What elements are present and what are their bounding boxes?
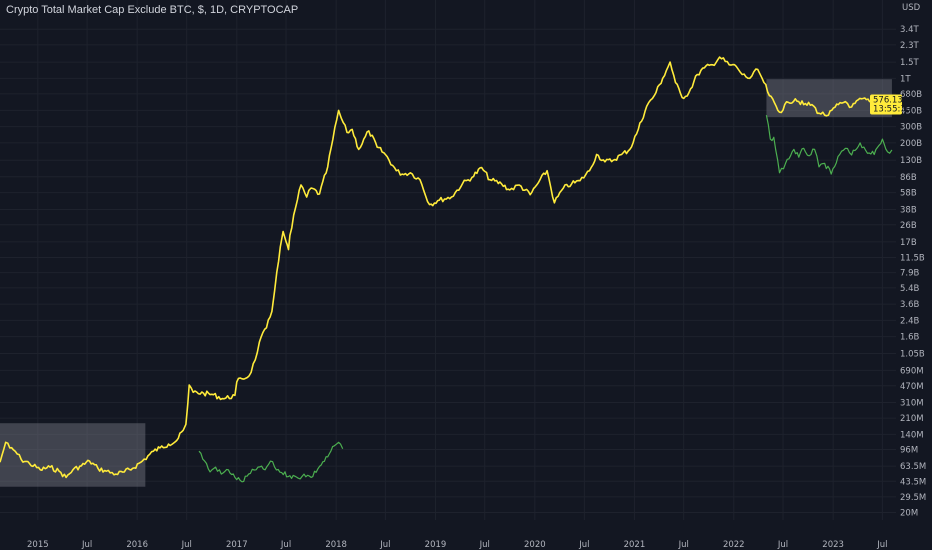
- y-tick-label: 140M: [900, 430, 924, 440]
- y-tick-label: 29.5M: [900, 493, 926, 503]
- x-tick-label: 2022: [723, 540, 745, 550]
- y-tick-label: 210M: [900, 414, 924, 424]
- overlay-series-line: [198, 441, 344, 483]
- y-tick-label: 38B: [900, 206, 917, 216]
- x-tick-label: Jul: [280, 540, 291, 550]
- last-price-value: 576.136B: [873, 95, 914, 105]
- x-tick-label: Jul: [777, 540, 788, 550]
- y-tick-label: 3.6B: [900, 300, 920, 310]
- x-tick-label: 2023: [822, 540, 844, 550]
- series-lines: [0, 56, 893, 483]
- y-tick-label: 43.5M: [900, 477, 926, 487]
- grid-lines: [0, 0, 896, 520]
- x-tick-label: Jul: [181, 540, 192, 550]
- x-tick-label: 2021: [624, 540, 646, 550]
- range-box: [0, 423, 146, 487]
- y-tick-label: 1.6B: [900, 333, 920, 343]
- y-tick-label: 86B: [900, 173, 917, 183]
- y-tick-label: 200B: [900, 139, 922, 149]
- y-tick-label: 7.9B: [900, 269, 920, 279]
- x-tick-label: 2020: [524, 540, 546, 550]
- range-boxes: [0, 79, 892, 487]
- y-tick-label: 17B: [900, 238, 917, 248]
- x-tick-label: 2019: [425, 540, 447, 550]
- x-tick-label: Jul: [876, 540, 887, 550]
- y-tick-label: 310M: [900, 399, 924, 409]
- y-tick-label: 470M: [900, 382, 924, 392]
- currency-label: USD: [902, 3, 921, 13]
- y-tick-label: 1T: [900, 74, 911, 84]
- x-tick-label: 2017: [226, 540, 248, 550]
- y-tick-label: 680B: [900, 90, 922, 100]
- y-tick-label: 690M: [900, 366, 924, 376]
- y-tick-label: 96M: [900, 446, 918, 456]
- last-price-tag: 576.136B 13:55:30: [870, 94, 914, 115]
- y-tick-label: 58B: [900, 189, 917, 199]
- overlay-series-line: [765, 114, 893, 175]
- last-price-countdown: 13:55:30: [873, 104, 911, 114]
- x-tick-label: 2015: [27, 540, 49, 550]
- y-tick-label: 2.4B: [900, 316, 920, 326]
- y-tick-label: 450B: [900, 106, 922, 116]
- x-tick-label: Jul: [578, 540, 589, 550]
- y-tick-label: 5.4B: [900, 284, 920, 294]
- x-tick-label: Jul: [678, 540, 689, 550]
- y-tick-label: 26B: [900, 221, 917, 231]
- y-tick-label: 11.5B: [900, 254, 925, 264]
- x-tick-label: 2018: [325, 540, 347, 550]
- y-tick-label: 130B: [900, 156, 922, 166]
- y-tick-label: 1.5T: [900, 58, 920, 68]
- y-tick-label: 20M: [900, 508, 918, 518]
- chart-title: Crypto Total Market Cap Exclude BTC, $, …: [6, 4, 299, 16]
- y-tick-label: 300B: [900, 123, 922, 133]
- last-price-background: [870, 94, 902, 115]
- x-tick-label: Jul: [379, 540, 390, 550]
- time-axis[interactable]: 2015 Jul 2016 Jul 2017 Jul 2018 Jul 2019 Jul 2020 J…: [27, 540, 888, 550]
- y-tick-label: 1.05B: [900, 350, 925, 360]
- x-tick-label: 2016: [126, 540, 148, 550]
- x-tick-label: Jul: [81, 540, 92, 550]
- price-axis[interactable]: USD 20M 29.5M 43.5M 63.5M 96M 140M 210M 310M 470…: [900, 3, 926, 518]
- y-tick-label: 63.5M: [900, 462, 926, 472]
- main-series-line: [0, 56, 893, 479]
- x-tick-label: Jul: [479, 540, 490, 550]
- y-tick-label: 2.3T: [900, 41, 920, 51]
- y-tick-label: 3.4T: [900, 25, 920, 35]
